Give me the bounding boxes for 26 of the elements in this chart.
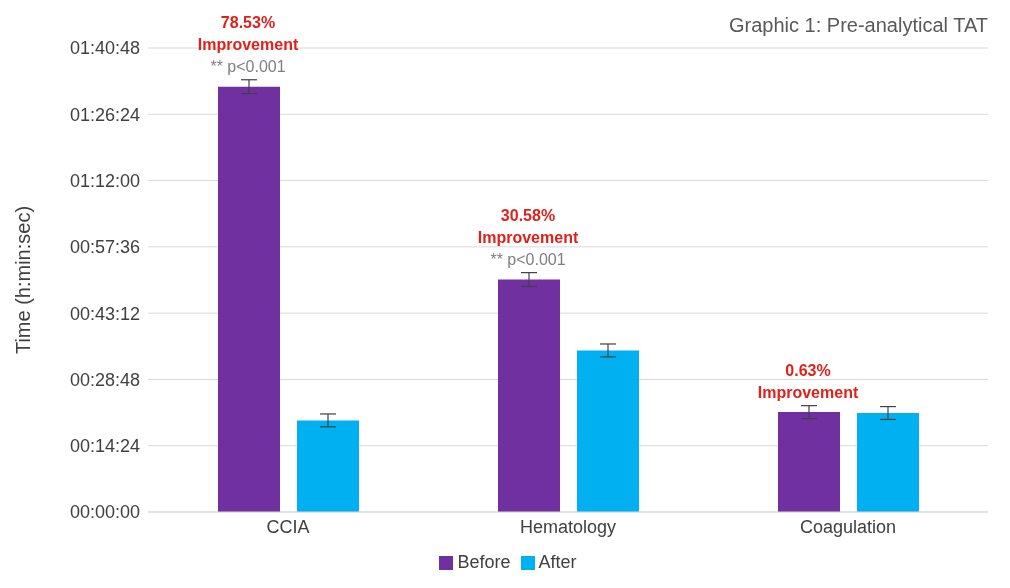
x-tick-label: CCIA	[266, 516, 310, 537]
annotation: ** p<0.001	[490, 250, 566, 268]
y-tick-label: 00:28:48	[69, 369, 140, 390]
x-tick-label: Hematology	[519, 516, 617, 537]
y-tick-label: 00:57:36	[69, 237, 140, 258]
y-tick-label: 01:40:48	[69, 38, 140, 59]
y-tick-label: 01:12:00	[69, 170, 140, 191]
y-axis-title: Time (h:min:sec)	[12, 205, 35, 355]
annotation: 0.63% Improvement	[757, 361, 859, 401]
y-tick-label: 01:26:24	[69, 104, 140, 125]
annotation: 78.53% Improvement	[197, 13, 299, 53]
legend-label: After	[538, 552, 577, 572]
x-tick-label: Coagulation	[799, 516, 897, 537]
legend-label: Before	[457, 552, 511, 572]
bar	[577, 350, 639, 512]
chart-title: Graphic 1: Pre-analytical TAT	[729, 14, 988, 37]
y-tick-label: 00:43:12	[69, 303, 140, 324]
y-tick-label: 00:00:00	[69, 502, 140, 523]
bar	[778, 412, 840, 512]
bar	[297, 420, 359, 512]
bar	[498, 279, 560, 512]
annotation: 30.58% Improvement	[477, 206, 579, 246]
y-tick-label: 00:14:24	[69, 436, 140, 457]
annotation: ** p<0.001	[210, 57, 286, 75]
bar	[218, 86, 280, 512]
bar	[857, 413, 919, 512]
